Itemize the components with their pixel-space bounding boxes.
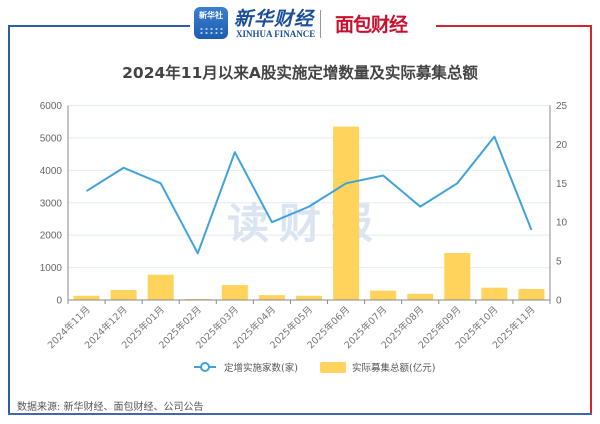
bar	[221, 285, 248, 300]
bar	[147, 274, 174, 300]
header-divider	[320, 10, 321, 38]
left-axis-tick-label: 5000	[40, 133, 63, 144]
bar	[73, 295, 100, 300]
bar	[258, 295, 285, 300]
bar	[296, 295, 322, 300]
bar	[333, 126, 360, 300]
legend-line-label: 定增实施家数(家)	[224, 363, 298, 374]
xinhua-badge-text: 新华社	[199, 11, 223, 20]
line-series	[86, 135, 533, 255]
bar	[110, 289, 137, 300]
left-axis-tick-label: 3000	[40, 198, 63, 209]
bar	[518, 288, 545, 300]
frame-right-border	[590, 25, 592, 415]
bar	[407, 293, 434, 300]
bar	[370, 290, 397, 300]
left-axis-tick-label: 2000	[40, 231, 63, 242]
left-axis-tick-label: 0	[56, 296, 62, 307]
right-axis-tick-label: 0	[556, 296, 562, 307]
xinhua-finance-name: 新华财经	[234, 8, 315, 30]
chart-title: 2024年11月以来A股实施定增数量及实际募集总额	[122, 64, 478, 82]
bar	[481, 287, 508, 300]
frame-bottom-border	[8, 413, 592, 415]
bar	[444, 252, 471, 300]
frame-left-border	[8, 25, 10, 415]
legend-bar-swatch	[320, 362, 346, 373]
right-axis-tick-label: 25	[556, 101, 568, 112]
mianbao-finance-logo: 面包财经	[335, 14, 408, 36]
left-axis-tick-label: 6000	[40, 101, 63, 112]
frame-top-left-border	[8, 25, 190, 27]
dots-pattern-icon	[199, 27, 223, 35]
xinhua-news-logo-icon: 新华社	[194, 7, 228, 39]
frame-top-right-border	[436, 25, 592, 27]
right-axis-tick-label: 10	[556, 218, 568, 229]
xinhua-finance-subtitle: XINHUA FINANCE	[236, 29, 316, 39]
watermark-text: 读财报	[227, 199, 383, 248]
left-axis-tick-label: 1000	[40, 263, 63, 274]
left-axis-tick-label: 4000	[40, 166, 63, 177]
data-source-note: 数据来源: 新华财经、面包财经、公司公告	[17, 402, 204, 413]
legend-bar-label: 实际募集总额(亿元)	[352, 363, 436, 374]
right-axis-tick-label: 20	[556, 140, 568, 151]
right-axis-tick-label: 15	[556, 179, 568, 190]
circle-marker-icon	[200, 362, 210, 372]
brand-header: 新华社 新华财经 XINHUA FINANCE 面包财经	[190, 2, 436, 44]
right-axis-tick-label: 5	[556, 257, 562, 268]
